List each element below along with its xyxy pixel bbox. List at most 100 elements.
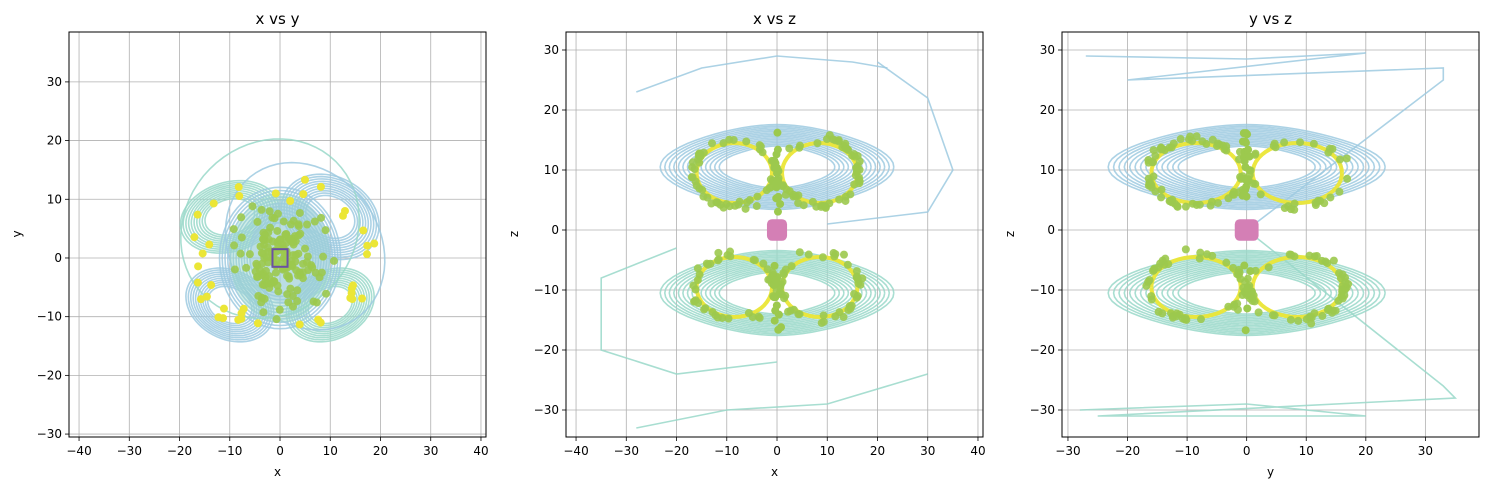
y-tick-label: 30 xyxy=(47,75,62,89)
chart-title: y vs z xyxy=(1249,10,1292,28)
scatter-point xyxy=(322,289,331,298)
trajectory-blue xyxy=(1139,133,1354,201)
trajectory-blue xyxy=(197,277,263,333)
scatter-point xyxy=(1158,309,1167,318)
x-tick-label: 40 xyxy=(970,444,985,458)
grid-lines xyxy=(1062,32,1479,437)
trajectory-blue xyxy=(189,271,270,339)
scatter-point xyxy=(1222,146,1231,155)
scatter-point xyxy=(755,141,764,150)
scatter-point xyxy=(230,241,239,250)
y-tick-label: −20 xyxy=(37,368,62,382)
y-ticks: −30 −20 −10 0 10 20 30 xyxy=(37,75,69,441)
scatter-point xyxy=(1181,314,1190,323)
x-tick-label: 20 xyxy=(1358,444,1373,458)
scatter-point xyxy=(1206,201,1215,210)
scatter-point xyxy=(1310,309,1319,318)
scatter-point xyxy=(1241,163,1250,172)
scatter-point xyxy=(255,266,264,275)
trajectory-green xyxy=(672,254,881,332)
scatter-point xyxy=(209,199,218,208)
scatter-point xyxy=(1334,296,1343,305)
y-tick-label: 0 xyxy=(551,223,559,237)
trajectory-green xyxy=(297,277,363,333)
scatter-point xyxy=(253,272,262,281)
x-tick-label: −40 xyxy=(66,444,91,458)
x-ticks: −40 −30 −20 −10 0 10 20 30 40 xyxy=(563,437,986,458)
scatter-point xyxy=(1236,274,1245,283)
scatter-point xyxy=(293,286,302,295)
scatter-point xyxy=(722,200,731,209)
scatter-point xyxy=(774,192,783,201)
trajectory-blue xyxy=(232,202,328,314)
y-tick-label: 0 xyxy=(54,251,62,265)
scatter-point xyxy=(205,240,214,249)
y-axis-label: y xyxy=(10,230,24,237)
scatter-point xyxy=(310,217,319,226)
scatter-point xyxy=(219,304,228,313)
scatter-point xyxy=(846,304,855,313)
scatter-point xyxy=(1243,304,1252,313)
trajectory-blue xyxy=(218,186,342,330)
scatter-point xyxy=(693,264,702,273)
scatter-point xyxy=(329,256,338,265)
scatter-point xyxy=(273,226,282,235)
scatter-point xyxy=(190,233,199,242)
scatter-point xyxy=(1181,202,1190,211)
scatter-point xyxy=(1148,157,1157,166)
scatter-point xyxy=(1251,180,1260,189)
scatter-point xyxy=(193,210,202,219)
scatter-point xyxy=(852,267,861,276)
scatter-point xyxy=(835,195,844,204)
scatter-point xyxy=(731,201,740,210)
scatter-point xyxy=(257,205,266,214)
scatter-point xyxy=(269,277,278,286)
scatter-point xyxy=(237,233,246,242)
scatter-point xyxy=(288,302,297,311)
scatter-point xyxy=(252,259,261,268)
scatter-point xyxy=(780,294,789,303)
scatter-point xyxy=(795,310,804,319)
scatter-point xyxy=(819,311,828,320)
scatter-point xyxy=(1229,190,1238,199)
scatter-point xyxy=(259,228,268,237)
axes-frame xyxy=(68,31,487,438)
scatter-point xyxy=(1172,309,1181,318)
scatter-point xyxy=(1196,315,1205,324)
y-tick-label: 20 xyxy=(47,134,62,148)
trajectory-blue xyxy=(226,196,334,320)
scatter-point xyxy=(765,183,774,192)
y-tick-label: 10 xyxy=(47,192,62,206)
scatter-point xyxy=(347,289,356,298)
scatter-point xyxy=(1184,135,1193,144)
trajectory-green xyxy=(1128,256,1365,330)
scatter-point xyxy=(359,226,368,235)
scatter-point xyxy=(774,177,783,186)
scatter-point xyxy=(1280,138,1289,147)
trajectory-blue-outer xyxy=(636,55,888,93)
scatter-point xyxy=(703,260,712,269)
scatter-point xyxy=(321,226,330,235)
center-marker xyxy=(766,219,788,241)
scatter-point xyxy=(370,239,379,248)
trajectory-green xyxy=(691,261,863,325)
scatter-point xyxy=(688,163,697,172)
scatter-point xyxy=(1147,292,1156,301)
scatter-point xyxy=(822,135,831,144)
x-ticks: −40 −30 −20 −10 0 10 20 30 40 xyxy=(66,437,489,458)
scatter-point xyxy=(755,313,764,322)
y-tick-label: −10 xyxy=(37,310,62,324)
scatter-point xyxy=(1241,137,1250,146)
scatter-point xyxy=(773,207,782,216)
scatter-point xyxy=(248,202,257,211)
trajectory-blue xyxy=(668,127,886,207)
scatter-point xyxy=(1280,204,1289,213)
trajectory-green-outer xyxy=(600,247,778,375)
scatter-point xyxy=(817,202,826,211)
trajectory-blue-outer xyxy=(224,161,386,331)
scatter-point xyxy=(1242,129,1251,138)
scatter-point xyxy=(1329,256,1338,265)
scatter-point xyxy=(258,259,267,268)
scatter-point xyxy=(303,220,312,229)
scatter-point xyxy=(774,310,783,319)
